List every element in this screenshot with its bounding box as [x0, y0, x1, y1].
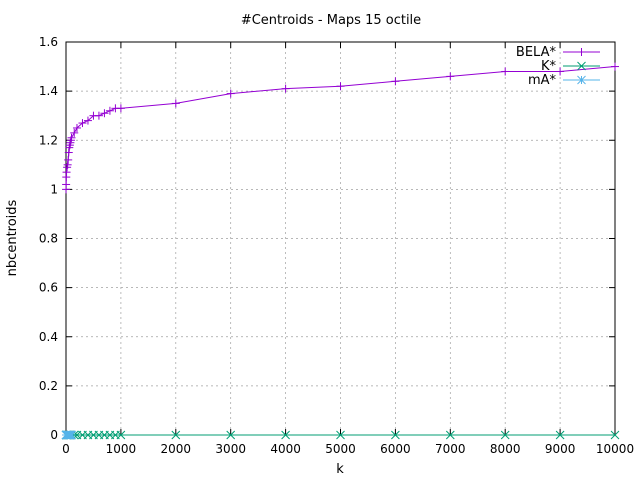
legend-item-ma: mA* [528, 73, 600, 88]
legend-label: mA* [528, 73, 557, 88]
data-point-bela [556, 67, 565, 76]
data-point-bela [116, 104, 125, 113]
legend-label: K* [541, 59, 557, 74]
y-tick-label: 0.8 [39, 232, 58, 246]
marker-stroke [171, 430, 181, 440]
data-point-bela [226, 89, 235, 98]
y-tick-label: 0.2 [39, 379, 58, 393]
data-point-bela [171, 99, 180, 108]
marker-stroke [391, 430, 400, 440]
marker-stroke [116, 430, 126, 440]
data-point-bela [67, 133, 76, 142]
grid-layer [66, 42, 615, 435]
x-tick-label: 6000 [380, 442, 411, 456]
data-point-bela [78, 119, 87, 128]
marker-stroke [336, 430, 345, 440]
x-tick-label: 2000 [161, 442, 192, 456]
x-tick-label: 0 [62, 442, 70, 456]
series-ma [61, 430, 76, 440]
data-point-bela [62, 168, 71, 177]
data-point-bela [281, 84, 290, 93]
series-bela [62, 62, 619, 194]
x-tick-label: 3000 [215, 442, 246, 456]
marker-stroke [577, 61, 586, 71]
marker-stroke [445, 430, 455, 440]
data-point-k [445, 430, 455, 440]
y-tick-label: 0.6 [39, 281, 58, 295]
marker-stroke [226, 430, 236, 440]
data-point-bela [446, 72, 455, 81]
data-point-k [336, 430, 345, 440]
tick-layer: 0 1000 2000 3000 4000 5000 6000 7000 8000 9000 100… [39, 35, 634, 456]
legend: BELA*K*mA* [516, 45, 600, 88]
data-point-k [171, 430, 181, 440]
data-point-k [610, 430, 620, 440]
data-point-bela [336, 82, 345, 91]
y-tick-label: 1.2 [39, 133, 58, 147]
data-point-bela [70, 128, 79, 137]
y-tick-label: 1.4 [39, 84, 58, 98]
x-tick-label: 10000 [596, 442, 634, 456]
data-point-bela [63, 160, 72, 169]
data-point-bela [501, 67, 510, 76]
data-point-bela [94, 111, 103, 120]
series-layer [61, 62, 620, 440]
x-tick-label: 4000 [270, 442, 301, 456]
marker-stroke [67, 430, 76, 440]
x-tick-label: 8000 [490, 442, 521, 456]
legend-item-bela: BELA* [516, 45, 600, 60]
data-point-k [500, 430, 510, 440]
data-point-bela [72, 123, 81, 132]
x-tick-label: 1000 [106, 442, 137, 456]
data-point-bela [62, 180, 71, 189]
y-tick-label: 0 [50, 428, 58, 442]
data-point-bela [105, 106, 114, 115]
legend-swatch-marker [577, 48, 586, 56]
y-tick-label: 0.4 [39, 330, 58, 344]
marker-stroke [281, 430, 290, 440]
data-point-bela [611, 62, 619, 71]
data-point-k [116, 430, 126, 440]
y-axis-label: nbcentroids [5, 199, 20, 276]
data-point-k [555, 430, 565, 440]
data-point-k [226, 430, 236, 440]
legend-label: BELA* [516, 45, 557, 60]
data-point-k [391, 430, 400, 440]
marker-stroke [555, 430, 565, 440]
y-tick-label: 1.6 [39, 35, 58, 49]
x-tick-label: 5000 [325, 442, 356, 456]
data-point-bela [100, 109, 109, 118]
legend-swatch-marker [577, 61, 586, 71]
x-tick-label: 7000 [435, 442, 466, 456]
data-point-ma [67, 430, 76, 440]
data-point-bela [391, 77, 400, 86]
marker-stroke [610, 430, 620, 440]
marker-stroke [577, 75, 586, 85]
legend-swatch-marker [577, 75, 586, 85]
y-tick-label: 1 [50, 182, 58, 196]
x-tick-label: 9000 [545, 442, 576, 456]
legend-item-k: K* [541, 59, 600, 74]
data-point-bela [83, 116, 92, 125]
marker-stroke [500, 430, 510, 440]
data-point-bela [64, 155, 73, 164]
data-point-bela [64, 148, 73, 157]
chart-title: #Centroids - Maps 15 octile [241, 13, 421, 28]
data-point-k [281, 430, 290, 440]
x-axis-label: k [336, 462, 344, 477]
